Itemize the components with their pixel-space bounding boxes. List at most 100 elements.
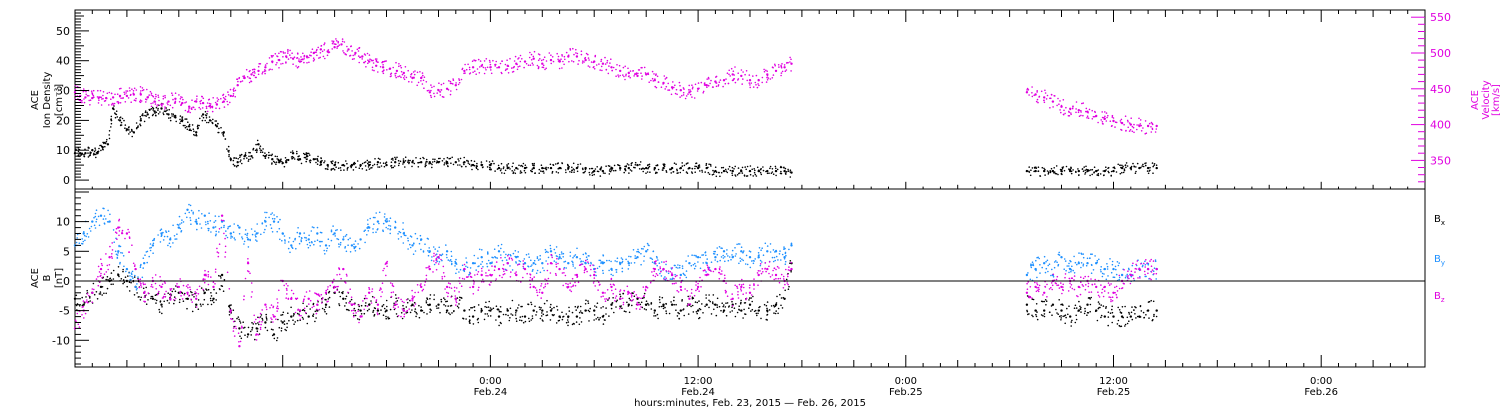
velocity-sample — [264, 69, 266, 71]
velocity-point — [731, 73, 734, 76]
bx-sample — [96, 298, 99, 300]
density-sample — [217, 131, 219, 134]
velocity-sample — [545, 67, 547, 70]
density-sample — [286, 158, 288, 161]
by-sample — [620, 257, 623, 259]
bx-sample — [589, 307, 591, 310]
by-sample — [349, 251, 352, 253]
density-sample — [1055, 173, 1058, 175]
density-sample — [511, 170, 513, 172]
velocity-sample — [164, 108, 166, 110]
velocity-sample — [637, 72, 639, 75]
density-sample — [81, 152, 83, 154]
velocity-sample — [126, 90, 129, 92]
density-sample — [540, 164, 543, 166]
bx-sample — [372, 309, 375, 312]
density-sample — [500, 162, 503, 165]
by-sample — [118, 244, 120, 247]
bx-sample — [561, 311, 563, 314]
by-sample — [75, 241, 78, 244]
by-sample — [1070, 270, 1072, 273]
velocity-sample — [174, 100, 177, 103]
density-sample — [776, 168, 779, 171]
bz-sample — [308, 303, 310, 305]
velocity-sample — [164, 94, 166, 97]
bx-sample — [429, 304, 431, 306]
velocity-sample — [473, 59, 475, 61]
bx-sample — [473, 309, 476, 312]
by-sample — [347, 244, 349, 246]
density-point — [1051, 169, 1055, 173]
bz-sample — [316, 299, 319, 302]
density-sample — [1086, 169, 1089, 171]
velocity-sample — [780, 67, 783, 69]
by-sample — [308, 241, 311, 244]
velocity-sample — [129, 89, 131, 92]
velocity-sample — [296, 66, 299, 69]
density-sample — [714, 166, 717, 168]
bx-point — [783, 297, 786, 300]
bz-sample — [82, 305, 85, 308]
bx-sample — [317, 301, 319, 303]
velocity-sample — [511, 71, 514, 73]
density-sample — [417, 162, 419, 164]
velocity-sample — [532, 64, 534, 66]
velocity-sample — [335, 38, 337, 40]
velocity-sample — [587, 57, 590, 59]
by-sample — [569, 251, 572, 254]
bx-sample — [716, 306, 719, 309]
bz-sample — [366, 297, 368, 300]
density-sample — [309, 161, 312, 164]
bx-sample — [195, 304, 198, 306]
density-sample — [726, 171, 729, 174]
velocity-point — [541, 62, 544, 65]
velocity-point — [437, 89, 440, 92]
density-sample — [172, 113, 175, 115]
by-sample — [610, 260, 612, 263]
by-sample — [762, 254, 765, 256]
density-sample — [212, 118, 214, 121]
bz-sample — [251, 291, 253, 293]
bz-sample — [74, 319, 77, 322]
velocity-sample — [675, 88, 678, 91]
by-sample — [582, 260, 584, 263]
bx-point — [662, 303, 665, 306]
density-sample — [596, 166, 598, 168]
bx-point — [463, 309, 466, 312]
velocity-sample — [749, 84, 751, 86]
bx-sample — [1028, 313, 1030, 315]
bz-sample — [169, 299, 172, 301]
bx-sample — [163, 300, 165, 303]
velocity-sample — [1052, 106, 1054, 108]
velocity-sample — [1075, 108, 1077, 110]
velocity-sample — [196, 98, 198, 100]
bx-sample — [413, 301, 416, 304]
velocity-sample — [712, 86, 714, 88]
density-sample — [1046, 170, 1049, 172]
by-sample — [305, 237, 308, 239]
bx-sample — [567, 321, 570, 323]
velocity-sample — [1031, 86, 1033, 88]
bx-sample — [1100, 314, 1103, 317]
by-sample — [753, 260, 755, 262]
bx-sample — [280, 327, 283, 330]
bx-sample — [682, 308, 685, 310]
by-sample — [487, 259, 490, 262]
by-sample — [295, 247, 297, 250]
density-sample — [753, 171, 756, 174]
density-sample — [407, 161, 409, 163]
bx-sample — [789, 262, 791, 265]
bx-sample — [500, 311, 502, 313]
velocity-sample — [746, 79, 748, 82]
bx-sample — [237, 316, 240, 318]
velocity-sample — [208, 98, 211, 101]
density-sample — [145, 115, 147, 117]
by-sample — [602, 269, 604, 272]
bx-sample — [596, 302, 599, 305]
density-sample — [572, 162, 575, 165]
velocity-sample — [455, 82, 457, 84]
density-sample — [470, 165, 473, 167]
velocity-sample — [416, 84, 419, 87]
bz-sample — [202, 288, 204, 291]
bx-sample — [284, 328, 286, 331]
